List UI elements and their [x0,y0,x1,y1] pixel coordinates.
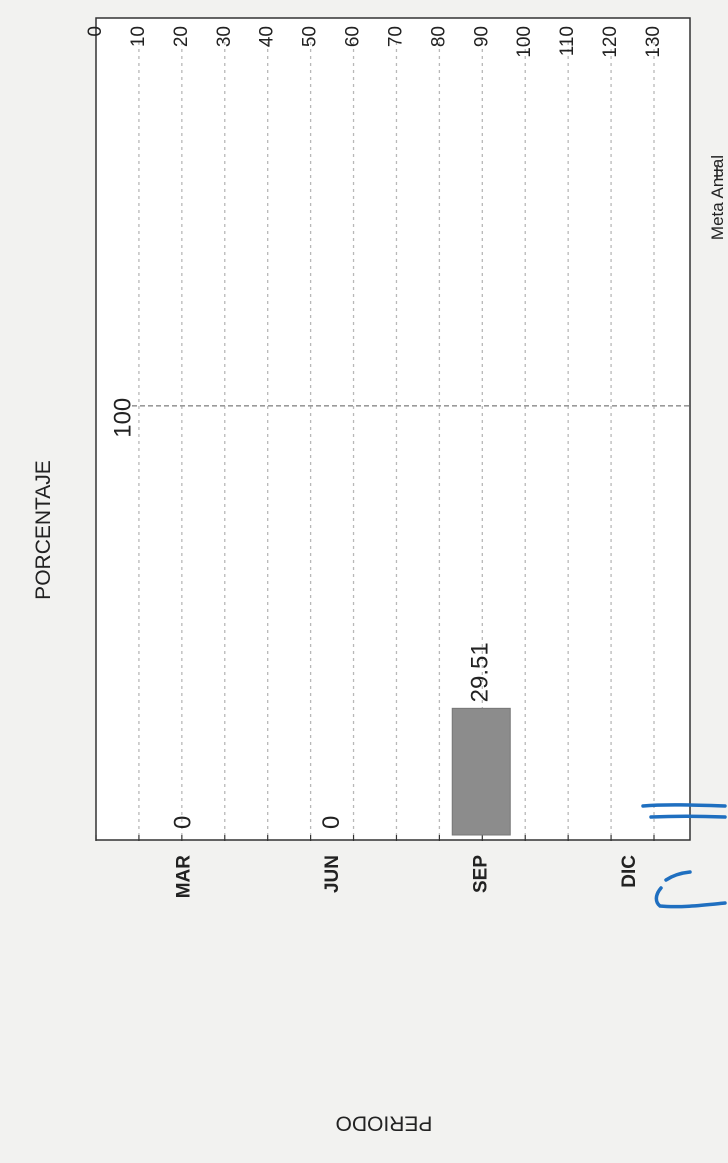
handwritten-ink-marks [641,803,727,909]
tick-label-70: 70 [385,26,406,47]
value-axis-ticks: 0 10 20 30 40 50 60 70 80 90 100 110 120 130 [85,26,664,841]
tick-label-50: 50 [300,26,321,47]
category-label-sep: SEP [470,855,491,893]
tick-label-80: 80 [428,26,449,47]
tick-label-30: 30 [214,26,235,47]
category-label-dic: DIC [619,855,640,888]
tick-label-120: 120 [600,26,621,58]
meta-anual-line: 100 [109,398,690,438]
category-label-jun: JUN [322,855,343,893]
data-label-mar: 0 [170,816,197,829]
tick-label-130: 130 [643,26,664,58]
tick-label-10: 10 [128,26,149,47]
tick-label-90: 90 [471,26,492,47]
tick-label-100: 100 [514,26,535,58]
bars: 0 0 29.51 [170,642,511,836]
y-axis-title: PORCENTAJE [32,460,55,600]
category-axis-labels: MAR JUN SEP DIC [173,855,640,899]
tick-label-110: 110 [557,26,578,56]
meta-anual-value-label: 100 [109,398,136,438]
tick-label-60: 60 [343,26,364,47]
plot-area [95,17,691,841]
data-label-jun: 0 [318,816,345,829]
tick-label-40: 40 [257,26,278,47]
legend-label-meta-anual: Meta Anual [708,155,727,240]
x-axis-title: PERIODO [336,1111,433,1134]
tick-label-0: 0 [85,26,106,37]
data-label-sep: 29.51 [467,642,494,702]
category-label-mar: MAR [173,855,194,899]
legend: Meta Anual [708,155,727,240]
bar-sep [451,707,511,836]
grid-lines [138,42,655,835]
tick-label-20: 20 [171,26,192,47]
